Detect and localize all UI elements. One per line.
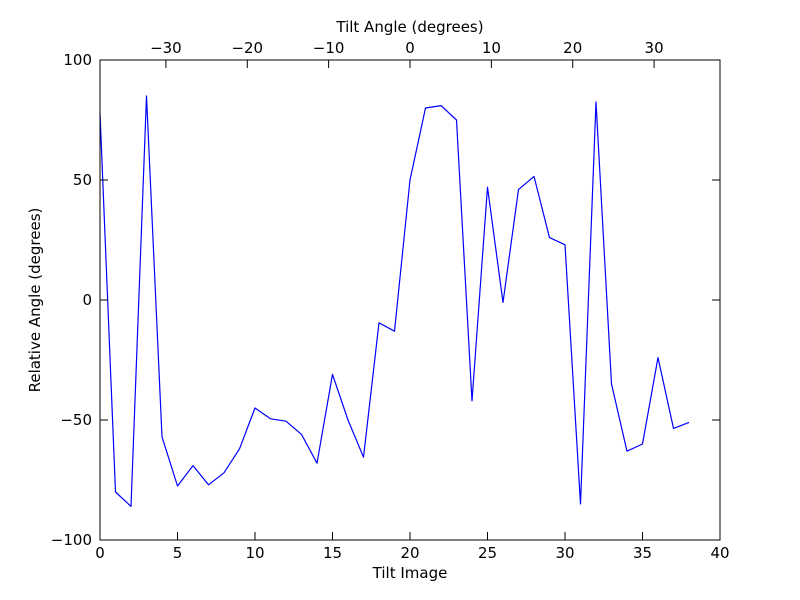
x-tick-label: 15 [323, 544, 342, 562]
y-tick-label: 0 [82, 291, 92, 309]
x-tick-label: 25 [478, 544, 497, 562]
x-tick-label: 35 [633, 544, 652, 562]
x-tick-label: 30 [555, 544, 574, 562]
x-axis-label: Tilt Image [372, 564, 448, 582]
x-tick-label: 40 [710, 544, 729, 562]
series-line-1 [99, 95, 690, 507]
top-x-tick-label: 10 [482, 39, 501, 57]
y-axis-label: Relative Angle (degrees) [26, 208, 44, 393]
y-tick-label: −100 [51, 531, 92, 549]
x-tick-label: 20 [400, 544, 419, 562]
top-x-axis-label: Tilt Angle (degrees) [335, 18, 483, 36]
top-x-tick-label: −30 [150, 39, 182, 57]
top-x-tick-label: −10 [313, 39, 345, 57]
series-layer [99, 95, 690, 507]
top-x-tick-label: 20 [563, 39, 582, 57]
y-tick-label: −50 [60, 411, 92, 429]
top-x-tick-label: 30 [645, 39, 664, 57]
y-tick-label: 50 [73, 171, 92, 189]
y-tick-label: 100 [63, 51, 92, 69]
top-x-tick-label: −20 [231, 39, 263, 57]
x-tick-label: 0 [95, 544, 105, 562]
x-tick-label: 5 [173, 544, 183, 562]
x-tick-label: 10 [245, 544, 264, 562]
plot-frame [99, 59, 721, 541]
top-x-tick-label: 0 [405, 39, 415, 57]
